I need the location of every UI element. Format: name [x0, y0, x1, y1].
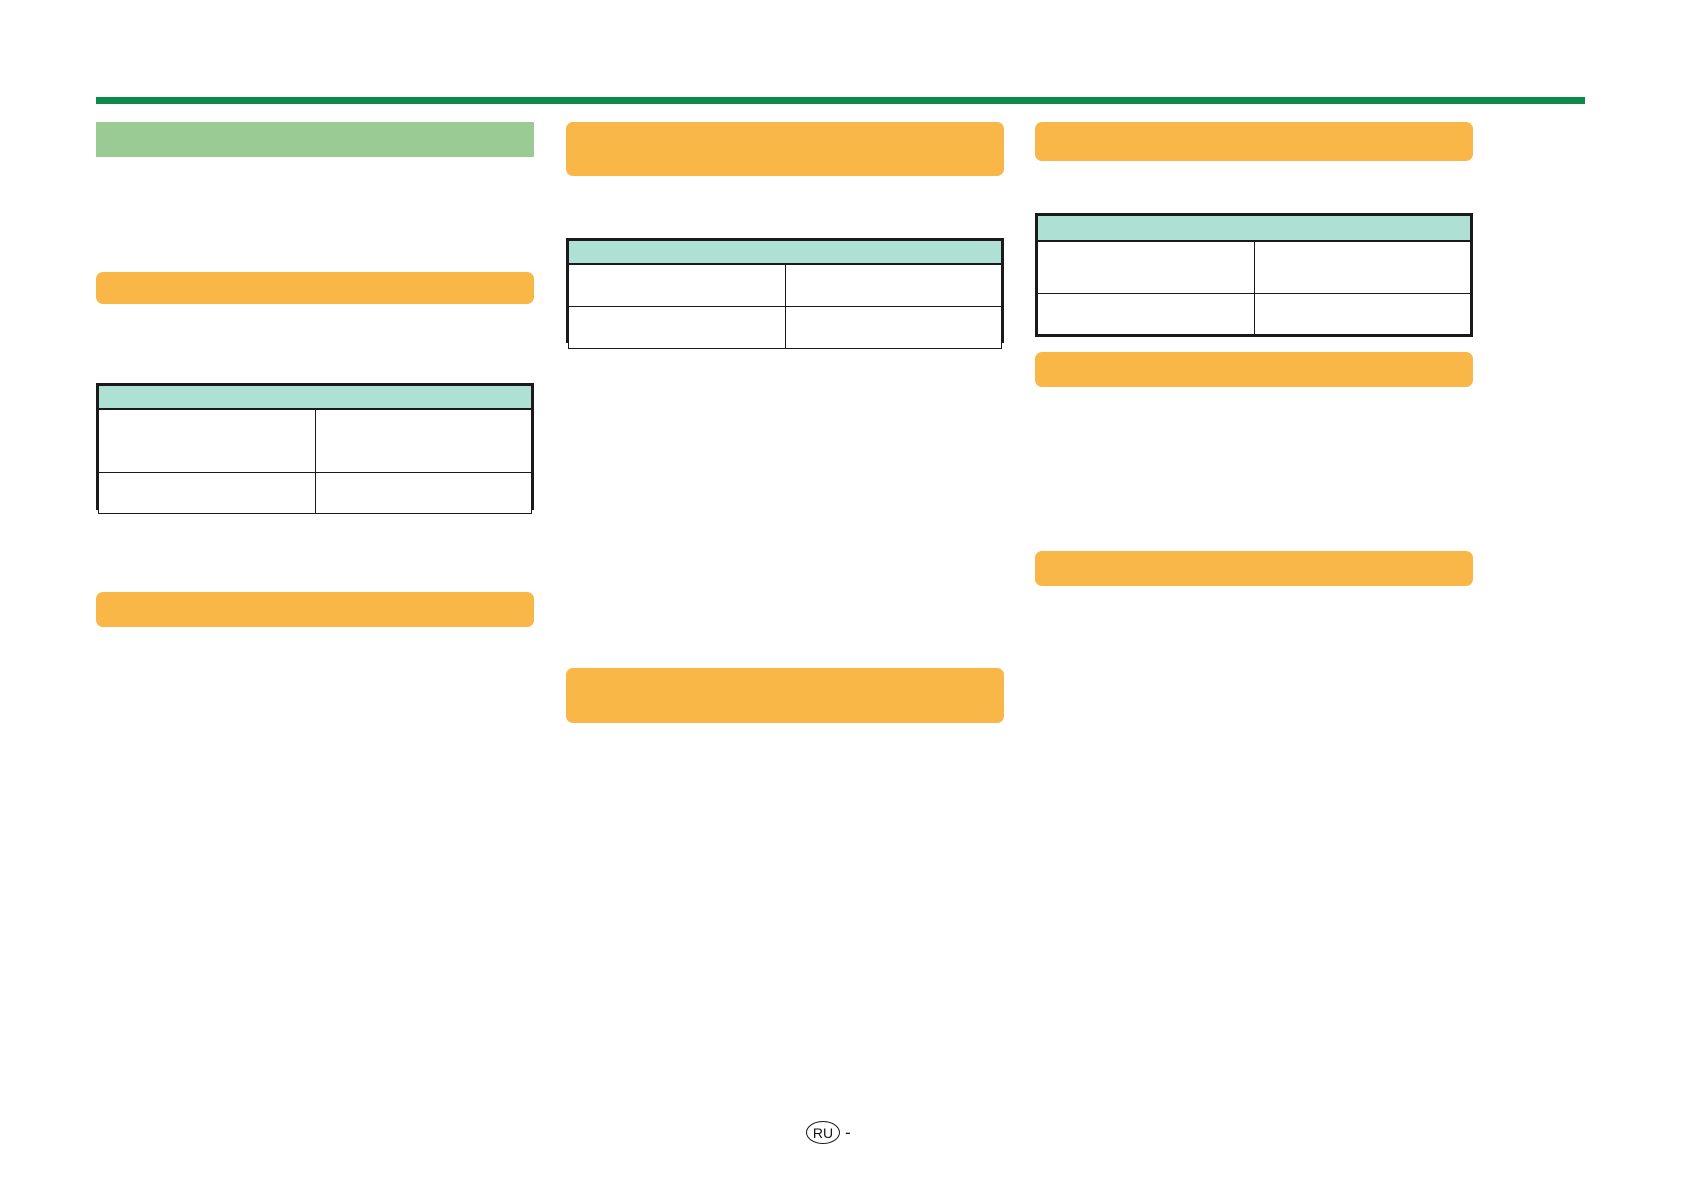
- section-heading-band-green: [96, 122, 534, 157]
- table-cell-label: [1037, 240, 1255, 295]
- table-cell-label: [98, 472, 316, 514]
- table-cell-value: [314, 472, 532, 514]
- table-row: [568, 263, 1002, 307]
- table-cell-value: [314, 408, 532, 473]
- table-cell-value: [1253, 240, 1471, 295]
- spec-table-middle: [566, 238, 1004, 349]
- subsection-band-orange-1: [1035, 122, 1473, 161]
- table-cell-value: [1253, 293, 1471, 335]
- subsection-band-orange-1: [96, 272, 534, 304]
- table-cell-label: [568, 306, 786, 349]
- table-cell-label: [98, 408, 316, 473]
- table-header-cell: [1037, 214, 1471, 242]
- header-rule: [96, 97, 1585, 104]
- region-code-ru-icon: RU: [806, 1121, 840, 1144]
- table-row: [1037, 240, 1471, 295]
- table-cell-label: [568, 263, 786, 307]
- table-row: [1037, 293, 1471, 335]
- subsection-band-orange-2: [566, 668, 1004, 723]
- table-row: [568, 306, 1002, 349]
- subsection-band-orange-3: [1035, 551, 1473, 586]
- table-row: [98, 472, 532, 514]
- page-footer-marker: RU -: [806, 1121, 856, 1144]
- page-marker-separator: -: [845, 1123, 851, 1142]
- table-cell-value: [784, 306, 1002, 349]
- spec-table-left: [96, 383, 534, 514]
- table-header-cell: [568, 240, 1002, 265]
- subsection-band-orange-1: [566, 122, 1004, 176]
- spec-table-right: [1035, 213, 1473, 337]
- table-cell-value: [784, 263, 1002, 307]
- subsection-band-orange-2: [1035, 352, 1473, 387]
- table-row: [98, 408, 532, 473]
- table-header-cell: [98, 385, 532, 410]
- table-cell-label: [1037, 293, 1255, 335]
- subsection-band-orange-2: [96, 592, 534, 627]
